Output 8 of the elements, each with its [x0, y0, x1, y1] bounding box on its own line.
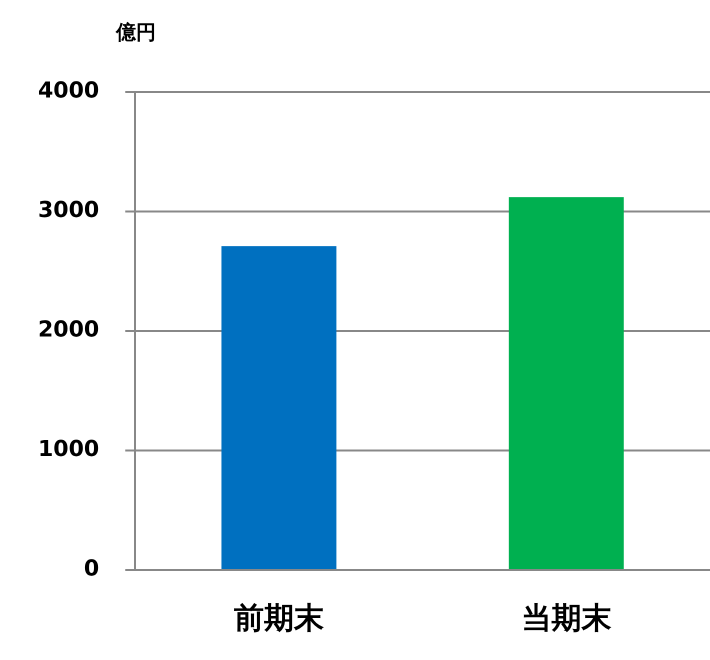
y-tick-label: 0 — [84, 556, 100, 582]
y-tick-label: 2000 — [38, 318, 100, 343]
y-tick-label: 4000 — [38, 78, 100, 104]
x-tick-label: 当期末 — [521, 600, 612, 636]
y-tick-label: 1000 — [38, 437, 100, 462]
y-axis-title: 億円 — [115, 20, 156, 44]
x-tick-label: 前期末 — [234, 600, 324, 636]
y-tick-label: 3000 — [38, 198, 100, 224]
